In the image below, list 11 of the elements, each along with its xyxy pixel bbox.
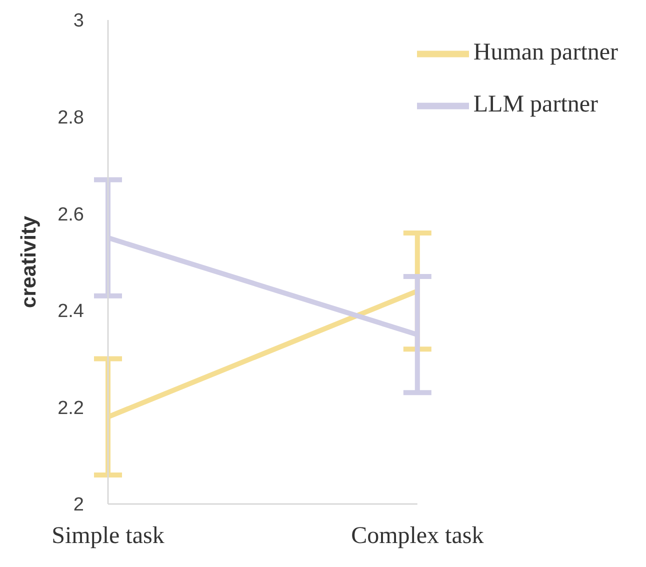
x-tick-label: Complex task [351, 523, 484, 550]
x-tick-label: Simple task [52, 523, 164, 550]
y-tick-label: 2.8 [58, 108, 84, 129]
y-tick-label: 2.2 [58, 398, 84, 419]
legend-label: LLM partner [473, 92, 598, 118]
y-tick-label: 3 [73, 10, 84, 32]
y-tick-label: 2.4 [58, 301, 84, 322]
y-tick-label: 2 [73, 494, 84, 516]
y-tick-label: 2.6 [58, 204, 84, 226]
legend-label: Human partner [473, 40, 618, 66]
y-axis-title: creativity [17, 216, 40, 308]
